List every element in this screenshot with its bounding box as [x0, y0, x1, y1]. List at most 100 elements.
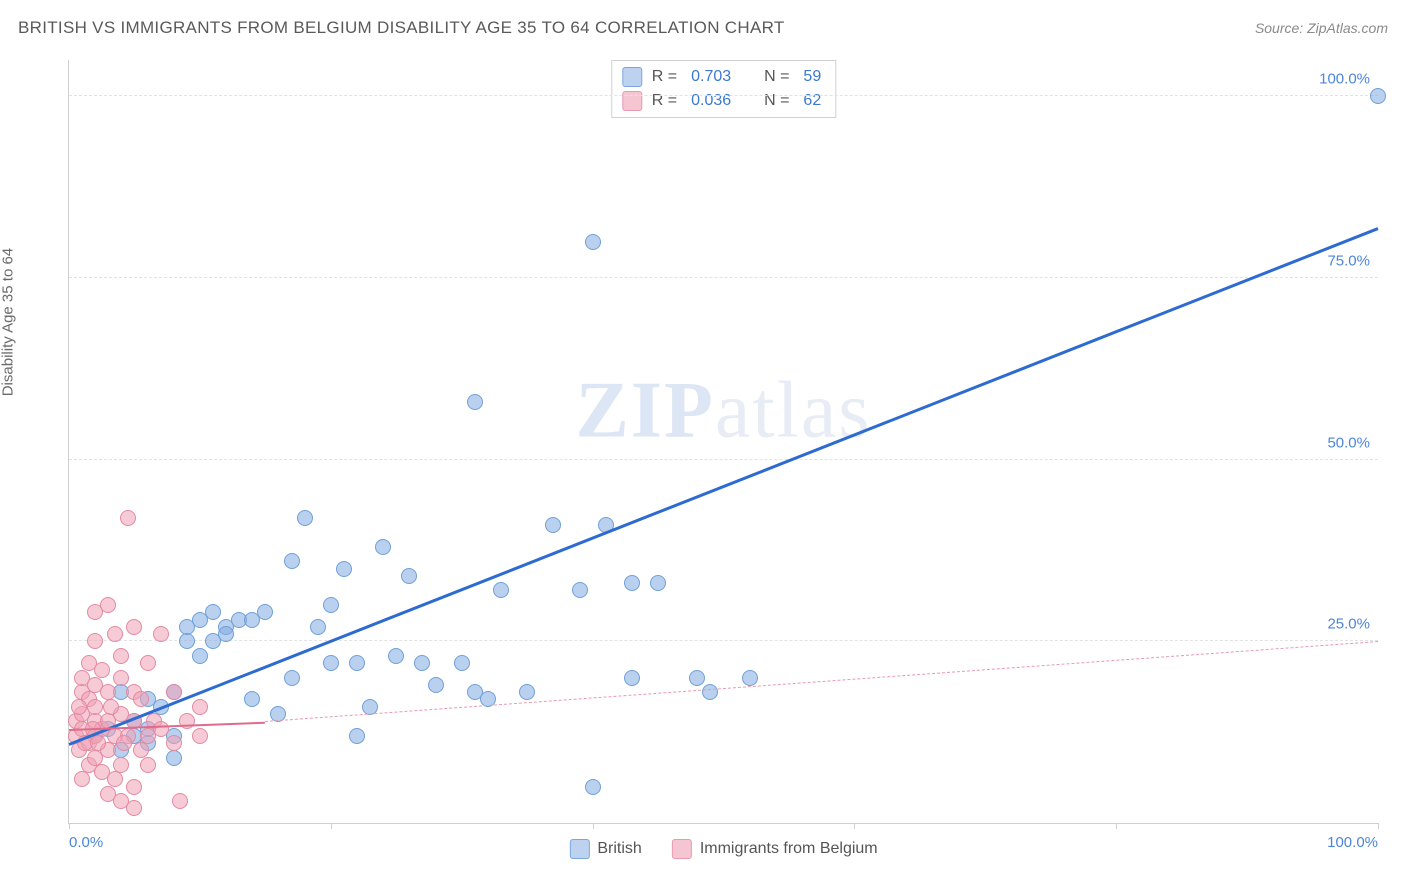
data-point-british [323, 655, 339, 671]
data-point-belgium [94, 662, 110, 678]
data-point-british [192, 648, 208, 664]
stats-legend: R =0.703 N =59R =0.036 N =62 [611, 60, 836, 118]
gridline [69, 95, 1378, 96]
data-point-british [244, 691, 260, 707]
data-point-british [349, 655, 365, 671]
data-point-belgium [107, 771, 123, 787]
data-point-british [284, 670, 300, 686]
data-point-british [257, 604, 273, 620]
data-point-british [702, 684, 718, 700]
y-tick-label: 100.0% [1319, 71, 1370, 88]
data-point-belgium [140, 757, 156, 773]
data-point-british [166, 750, 182, 766]
n-value: 59 [803, 68, 821, 86]
data-point-belgium [100, 684, 116, 700]
data-point-belgium [166, 735, 182, 751]
data-point-british [572, 582, 588, 598]
source-name: ZipAtlas.com [1307, 20, 1388, 36]
x-tick-label: 100.0% [1327, 834, 1378, 851]
data-point-british [585, 234, 601, 250]
data-point-british [349, 728, 365, 744]
data-point-british [624, 575, 640, 591]
data-point-belgium [103, 699, 119, 715]
gridline [69, 277, 1378, 278]
data-point-british [545, 517, 561, 533]
data-point-british [205, 604, 221, 620]
data-point-belgium [113, 757, 129, 773]
data-point-belgium [120, 510, 136, 526]
y-tick-label: 75.0% [1327, 253, 1370, 270]
n-label: N = [764, 68, 789, 86]
watermark-rest: atlas [715, 366, 872, 454]
data-point-british [284, 553, 300, 569]
data-point-belgium [166, 684, 182, 700]
data-point-belgium [126, 779, 142, 795]
legend-item-belgium: Immigrants from Belgium [672, 839, 878, 859]
data-point-belgium [113, 670, 129, 686]
swatch-icon [672, 839, 692, 859]
data-point-british [467, 394, 483, 410]
data-point-british [414, 655, 430, 671]
data-point-belgium [179, 713, 195, 729]
data-point-belgium [192, 728, 208, 744]
data-point-belgium [107, 626, 123, 642]
data-point-belgium [90, 735, 106, 751]
data-point-belgium [87, 699, 103, 715]
swatch-icon [569, 839, 589, 859]
data-point-british [519, 684, 535, 700]
x-tick [593, 823, 594, 829]
data-point-belgium [192, 699, 208, 715]
x-tick-label: 0.0% [69, 834, 103, 851]
trend-line [68, 227, 1378, 746]
y-tick-label: 25.0% [1327, 616, 1370, 633]
series-legend: British Immigrants from Belgium [569, 839, 877, 859]
data-point-british [297, 510, 313, 526]
r-value: 0.703 [691, 68, 731, 86]
stats-row-british: R = 0.703 N = 59 [622, 65, 825, 89]
data-point-british [428, 677, 444, 693]
data-point-british [585, 779, 601, 795]
data-point-british [689, 670, 705, 686]
data-point-belgium [126, 619, 142, 635]
data-point-british [493, 582, 509, 598]
r-label: R = [652, 68, 677, 86]
legend-item-british: British [569, 839, 641, 859]
data-point-british [310, 619, 326, 635]
data-point-belgium [153, 626, 169, 642]
data-point-british [375, 539, 391, 555]
data-point-belgium [133, 691, 149, 707]
data-point-belgium [126, 800, 142, 816]
data-point-belgium [100, 597, 116, 613]
data-point-british [401, 568, 417, 584]
gridline [69, 459, 1378, 460]
swatch-icon [622, 67, 642, 87]
data-point-belgium [71, 699, 87, 715]
chart-title: BRITISH VS IMMIGRANTS FROM BELGIUM DISAB… [18, 18, 785, 38]
legend-label: British [597, 840, 641, 858]
x-tick [69, 823, 70, 829]
watermark-bold: ZIP [576, 366, 715, 454]
data-point-british [323, 597, 339, 613]
data-point-british [218, 626, 234, 642]
data-point-belgium [113, 648, 129, 664]
legend-label: Immigrants from Belgium [700, 840, 878, 858]
gridline [69, 640, 1378, 641]
x-tick [1378, 823, 1379, 829]
x-tick [854, 823, 855, 829]
data-point-belgium [74, 771, 90, 787]
source-attribution: Source: ZipAtlas.com [1255, 20, 1388, 36]
source-label: Source: [1255, 20, 1307, 36]
data-point-british [742, 670, 758, 686]
y-tick-label: 50.0% [1327, 434, 1370, 451]
data-point-belgium [87, 633, 103, 649]
data-point-british [179, 633, 195, 649]
data-point-belgium [116, 735, 132, 751]
data-point-british [388, 648, 404, 664]
x-tick [1116, 823, 1117, 829]
x-tick [331, 823, 332, 829]
data-point-british [1370, 88, 1386, 104]
data-point-british [336, 561, 352, 577]
data-point-british [624, 670, 640, 686]
data-point-belgium [153, 721, 169, 737]
data-point-british [454, 655, 470, 671]
